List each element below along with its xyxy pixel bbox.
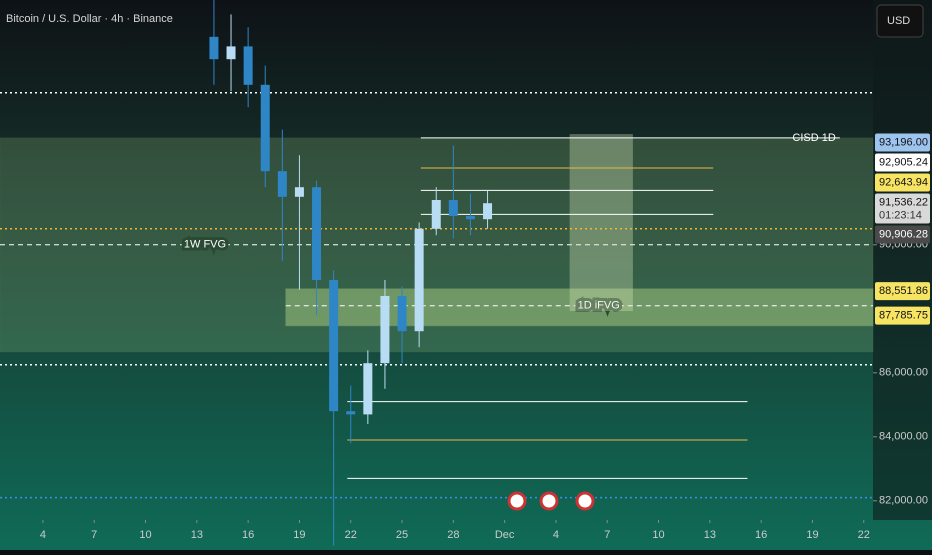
x-tick-label: 13 xyxy=(191,529,203,541)
zone-label: 1D iFVG xyxy=(578,300,620,312)
candle-body xyxy=(346,411,356,415)
price-tag-label: 91,536.22 xyxy=(879,196,928,208)
price-tag xyxy=(875,306,930,325)
price-tag xyxy=(875,133,930,152)
x-tick-label: 19 xyxy=(806,529,818,541)
x-tick-label: 7 xyxy=(91,529,97,541)
candle-body xyxy=(260,84,270,172)
price-axis xyxy=(873,0,932,520)
candle-body xyxy=(329,280,339,412)
candle-body xyxy=(414,228,424,332)
x-tick-label: 16 xyxy=(755,529,767,541)
x-tick-label: 22 xyxy=(345,529,357,541)
x-tick-label: 4 xyxy=(553,529,559,541)
candle-body xyxy=(209,36,219,60)
countdown: 01:23:14 xyxy=(879,209,922,221)
price-tag-label: 90,906.28 xyxy=(879,228,928,240)
candle-body xyxy=(363,363,373,415)
x-tick-label: 10 xyxy=(139,529,151,541)
x-tick-label: 4 xyxy=(40,529,46,541)
x-tick-label: Dec xyxy=(495,529,515,541)
x-tick-label: 13 xyxy=(704,529,716,541)
candle-body xyxy=(312,187,322,280)
x-tick-label: 22 xyxy=(858,529,870,541)
candle-body xyxy=(483,203,493,220)
price-tag-label: 87,785.75 xyxy=(879,310,928,322)
candle-body xyxy=(448,200,458,216)
price-tag-label: 92,643.94 xyxy=(879,176,928,188)
price-tag xyxy=(875,225,930,244)
candle-body xyxy=(380,296,390,364)
y-tick-label: 82,000.00 xyxy=(879,495,928,507)
currency-button[interactable] xyxy=(876,4,924,38)
price-tag xyxy=(875,173,930,192)
price-tag-label: 93,196.00 xyxy=(879,136,928,148)
event-icons xyxy=(507,491,595,511)
chart-title: Bitcoin / U.S. Dollar · 4h · Binance xyxy=(6,13,173,25)
candle-body xyxy=(277,171,287,197)
candle-body xyxy=(294,187,304,197)
price-tag xyxy=(875,153,930,172)
candle-body xyxy=(226,46,236,60)
price-tag-label: 88,551.86 xyxy=(879,285,928,297)
price-tag-label: 92,905.24 xyxy=(879,156,928,168)
y-tick-label: 86,000.00 xyxy=(879,367,928,379)
currency[interactable]: USD xyxy=(887,15,910,27)
x-tick-label: 25 xyxy=(396,529,408,541)
target-box xyxy=(569,134,633,312)
x-tick-label: 28 xyxy=(447,529,459,541)
candle-body xyxy=(431,200,441,229)
price-tag xyxy=(875,193,930,224)
x-tick-label: 16 xyxy=(242,529,254,541)
y-tick-label: 84,000.00 xyxy=(879,431,928,443)
level-label: CISD 1D xyxy=(792,132,835,144)
zone-label: 1W FVG xyxy=(184,239,226,251)
candle-body xyxy=(243,46,253,85)
x-tick-label: 19 xyxy=(293,529,305,541)
x-tick-label: 10 xyxy=(652,529,664,541)
x-tick-label: 7 xyxy=(604,529,610,541)
price-tag xyxy=(875,282,930,301)
candle-body xyxy=(465,216,475,220)
candle-body xyxy=(397,296,407,332)
